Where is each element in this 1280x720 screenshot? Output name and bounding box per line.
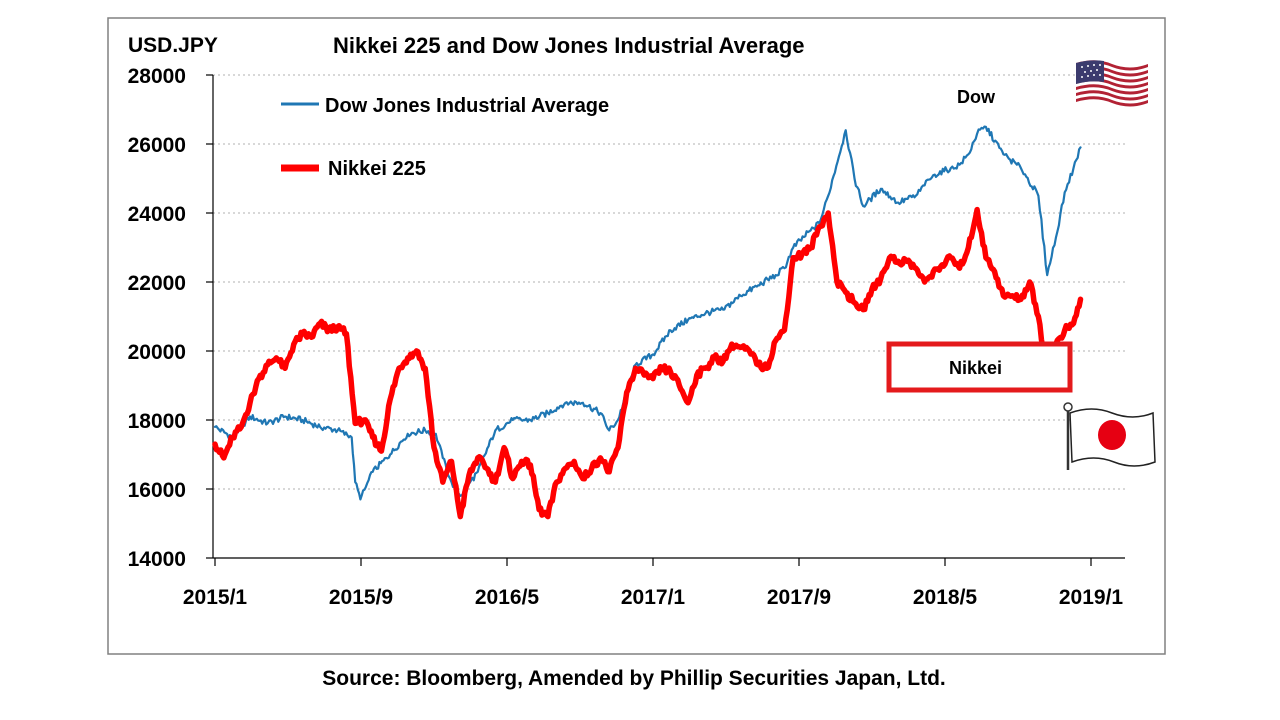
y-tick-label: 18000: [128, 410, 186, 433]
legend: Dow Jones Industrial Average Nikkei 225: [281, 95, 609, 180]
chart-title: Nikkei 225 and Dow Jones Industrial Aver…: [333, 33, 805, 58]
y-axis-label: USD.JPY: [128, 34, 218, 57]
y-ticks: 14000 16000 18000 20000 22000 24000 26000 28000: [128, 65, 213, 571]
legend-label-dow: Dow Jones Industrial Average: [325, 95, 609, 117]
x-tick-label: 2017/1: [621, 586, 686, 609]
source-note: Source: Bloomberg, Amended by Phillip Se…: [322, 667, 946, 690]
x-tick-label: 2016/5: [475, 586, 540, 609]
y-tick-label: 24000: [128, 203, 186, 226]
x-tick-label: 2015/1: [183, 586, 248, 609]
annotation-nikkei-frame: [886, 341, 1073, 393]
us-flag-icon: [1076, 60, 1148, 107]
y-tick-label: 28000: [128, 65, 186, 88]
series: [212, 125, 1084, 520]
x-tick-label: 2018/5: [913, 586, 978, 609]
dow-line: [213, 125, 1082, 501]
y-tick-label: 22000: [128, 272, 186, 295]
nikkei-line: [212, 206, 1084, 520]
japan-flag-icon: [1063, 402, 1156, 470]
x-ticks: 2015/1 2015/9 2016/5 2017/1 2017/9 2018/5 2019…: [183, 558, 1124, 609]
chart-frame: [107, 17, 1166, 655]
y-tick-label: 26000: [128, 134, 186, 157]
x-tick-label: 2017/9: [767, 586, 831, 609]
y-tick-label: 16000: [128, 479, 186, 502]
y-tick-label: 14000: [128, 548, 186, 571]
annotation-dow: Dow: [957, 87, 996, 107]
annotation-nikkei-box: Nikkei: [886, 341, 1073, 393]
legend-label-nikkei: Nikkei 225: [328, 158, 426, 180]
annotation-nikkei: Nikkei: [949, 358, 1002, 378]
x-tick-label: 2019/1: [1059, 586, 1124, 609]
x-tick-label: 2015/9: [329, 586, 393, 609]
y-tick-label: 20000: [128, 341, 186, 364]
